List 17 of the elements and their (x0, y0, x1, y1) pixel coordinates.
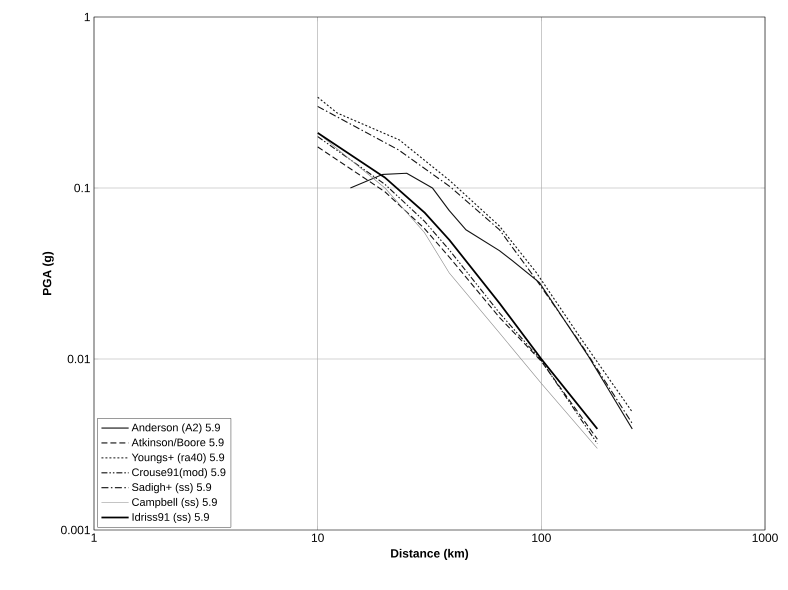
x-tick-label: 1000 (752, 534, 778, 542)
y-tick-label: 0.001 (61, 526, 90, 534)
x-tick-label: 1 (92, 534, 97, 542)
legend-label: Youngs+ (ra40) 5.9 (132, 453, 224, 464)
legend-label: Sadigh+ (ss) 5.9 (132, 482, 212, 494)
legend-label: Campbell (ss) 5.9 (132, 498, 217, 508)
x-axis-title: Distance (km) (391, 548, 468, 560)
y-tick-label: 0.1 (74, 184, 90, 192)
legend-label: Atkinson/Boore 5.9 (132, 438, 224, 446)
x-tick-label: 10 (312, 534, 324, 542)
legend-label: Crouse91(mod) 5.9 (132, 468, 226, 478)
legend-label: Idriss91 (ss) 5.9 (132, 512, 209, 524)
legend-label: Anderson (A2) 5.9 (132, 423, 220, 434)
y-axis-title: PGA (g) (42, 252, 54, 295)
y-tick-label: 1 (84, 12, 90, 22)
y-tick-label: 0.01 (68, 354, 90, 364)
x-tick-label: 100 (532, 534, 551, 542)
